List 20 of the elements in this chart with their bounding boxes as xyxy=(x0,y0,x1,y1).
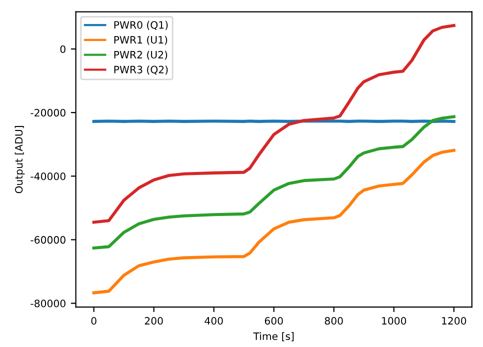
y-tick-label: -60000 xyxy=(30,236,66,244)
y-axis-title: Output [ADU] xyxy=(14,126,25,194)
x-tick-label: 1200 xyxy=(442,316,466,325)
line-series xyxy=(92,115,456,250)
legend-label: PWR2 (U2) xyxy=(114,50,168,60)
y-tick-label: -80000 xyxy=(30,300,66,308)
y-tick-label: -20000 xyxy=(30,108,66,117)
legend-label: PWR0 (Q1) xyxy=(114,20,168,30)
legend-label: PWR3 (Q2) xyxy=(114,66,168,75)
y-tick-label: -40000 xyxy=(30,172,66,180)
x-tick-label: 0 xyxy=(91,316,96,325)
x-tick-label: 200 xyxy=(144,316,163,325)
legend-label: PWR1 (U1) xyxy=(114,36,168,45)
x-tick-label: 400 xyxy=(204,316,223,325)
line-series xyxy=(92,148,456,294)
x-tick-label: 600 xyxy=(264,316,283,325)
x-tick-label: 800 xyxy=(324,316,343,325)
y-tick-label: 0 xyxy=(60,45,66,53)
x-axis-title: Time [s] xyxy=(253,332,294,342)
x-tick-label: 1000 xyxy=(382,316,406,325)
